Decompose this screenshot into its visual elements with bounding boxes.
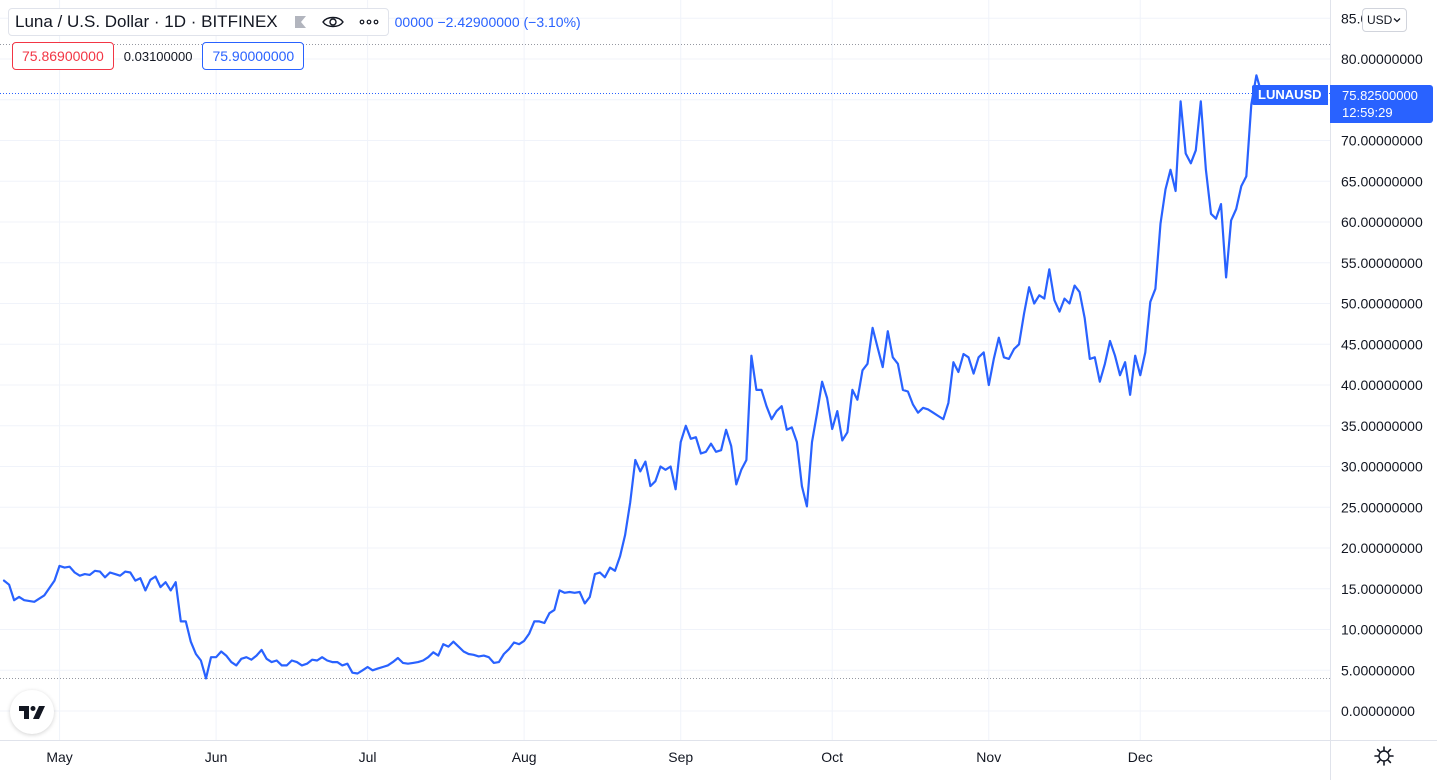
series-line-lunausd — [2, 74, 1263, 680]
chart-pane[interactable]: Luna / U.S. Dollar · 1D · BITFINEX 00000… — [0, 0, 1330, 740]
price-tick-label: 30.00000000 — [1341, 459, 1423, 475]
price-tick-label: 50.00000000 — [1341, 296, 1423, 312]
gear-icon[interactable] — [1373, 745, 1395, 767]
symbol-title[interactable]: Luna / U.S. Dollar · 1D · BITFINEX — [15, 12, 278, 31]
price-tick-label: 10.00000000 — [1341, 622, 1423, 638]
price-tick-label: 25.00000000 — [1341, 499, 1423, 515]
time-tick-label: Dec — [1128, 749, 1153, 765]
last-price-label: 75.82500000 12:59:29 — [1330, 85, 1433, 123]
price-tick-label: 15.00000000 — [1341, 581, 1423, 597]
currency-label: USD — [1367, 13, 1393, 27]
chevron-down-icon — [1393, 18, 1401, 23]
time-tick-label: Jun — [205, 749, 228, 765]
legend: Luna / U.S. Dollar · 1D · BITFINEX 00000… — [8, 8, 581, 36]
time-scale[interactable]: May Jun Jul Aug Sep Oct Nov Dec — [0, 740, 1330, 780]
price-change: 00000 −2.42900000 (−3.10%) — [394, 14, 581, 30]
symbol-legend[interactable]: Luna / U.S. Dollar · 1D · BITFINEX — [8, 8, 389, 36]
price-tick-label: 70.00000000 — [1341, 133, 1423, 149]
currency-button[interactable]: USD — [1362, 8, 1408, 32]
spread-value: 0.03100000 — [123, 48, 193, 64]
symbol-price-tag: LUNAUSD — [1252, 85, 1328, 105]
last-price-value: 75.82500000 — [1342, 88, 1418, 103]
value-row: 75.86900000 0.03100000 75.90000000 — [12, 42, 305, 70]
price-tick-label: 35.00000000 — [1341, 418, 1423, 434]
price-tick-label: 60.00000000 — [1341, 214, 1423, 230]
scale-corner — [1330, 740, 1437, 780]
time-tick-label: Aug — [512, 749, 537, 765]
price-tick-label: 55.00000000 — [1341, 255, 1423, 271]
time-tick-label: Oct — [821, 749, 843, 765]
tradingview-logo-icon[interactable] — [10, 690, 54, 734]
bid-price-box[interactable]: 75.86900000 — [12, 42, 114, 70]
price-tick-label: 5.00000000 — [1341, 662, 1415, 678]
price-tick-label: 40.00000000 — [1341, 377, 1423, 393]
time-tick-label: Nov — [976, 749, 1001, 765]
time-tick-label: Jul — [359, 749, 377, 765]
price-tick-label: 0.00000000 — [1341, 703, 1415, 719]
time-tick-label: Sep — [668, 749, 693, 765]
more-icon[interactable] — [358, 14, 380, 30]
bar-countdown: 12:59:29 — [1342, 105, 1393, 120]
time-tick-label: May — [46, 749, 72, 765]
eye-icon[interactable] — [321, 14, 344, 30]
price-tick-label: 45.00000000 — [1341, 336, 1423, 352]
price-tick-label: 80.00000000 — [1341, 51, 1423, 67]
price-plot[interactable] — [0, 0, 1330, 740]
ask-price-box[interactable]: 75.90000000 — [202, 42, 305, 70]
price-tick-label: 20.00000000 — [1341, 540, 1423, 556]
price-tick-label: 65.00000000 — [1341, 173, 1423, 189]
flag-icon[interactable] — [292, 14, 308, 30]
